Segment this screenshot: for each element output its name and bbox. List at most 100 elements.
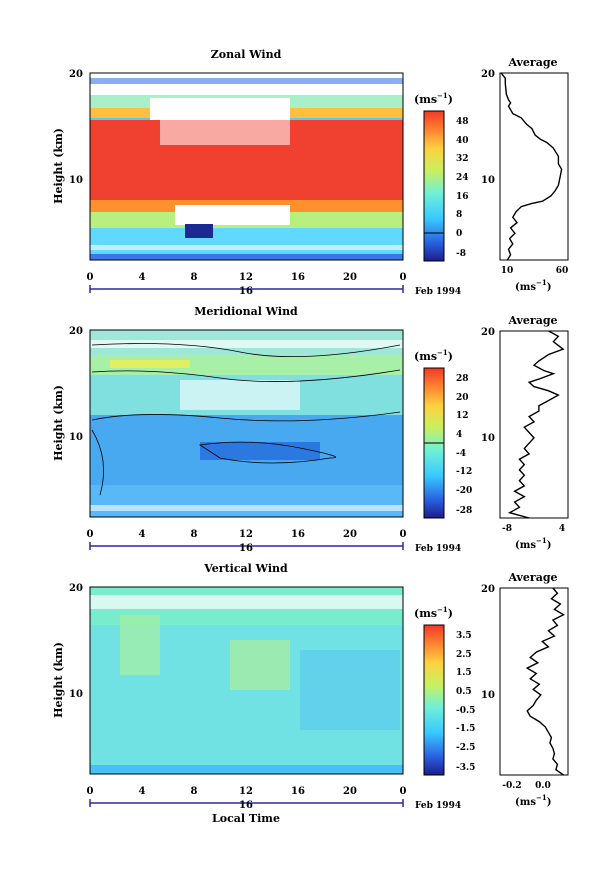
profile-x-tick: 60 <box>556 266 569 276</box>
colorbar-tick: 28 <box>456 374 469 384</box>
x-tick-labels: 0 4 8 12 16 20 0 <box>87 272 407 283</box>
colorbar-unit-exp: −1 <box>437 605 448 614</box>
colorbar-tick: 12 <box>456 411 469 421</box>
colorbar: (ms−1) 48 40 32 24 16 8 0 -8 <box>414 91 469 262</box>
x-tick-label: 12 <box>239 529 253 540</box>
colorbar-tick: -1.5 <box>456 724 475 734</box>
profile-title: Average <box>507 314 557 327</box>
x-tick-label: 0 <box>400 529 407 540</box>
profile-frame <box>499 587 569 776</box>
x-tick-label: 0 <box>87 786 94 797</box>
svg-text:(ms−1): (ms−1) <box>414 91 453 106</box>
panel-title: Zonal Wind <box>211 48 282 61</box>
colorbar-tick: -3.5 <box>456 763 475 773</box>
profile-xlabel-exp: −1 <box>536 278 547 287</box>
date-suffix: Feb 1994 <box>415 801 461 811</box>
y-tick-label: 10 <box>69 175 83 186</box>
x-tick-label: 20 <box>343 786 357 797</box>
y-axis-label: Height (km) <box>52 642 65 718</box>
colorbar-tick: 0 <box>456 229 462 239</box>
profile-x-tick: -0.2 <box>502 781 521 791</box>
panel-title: Meridional Wind <box>194 305 298 318</box>
colorbar-tick: 4 <box>456 430 462 440</box>
colorbar-tick: -2.5 <box>456 743 475 753</box>
y-tick-label: 20 <box>69 326 83 337</box>
date-bar: 16 Feb 1994 <box>89 542 461 554</box>
colorbar-tick: -4 <box>456 449 466 459</box>
date-bar: 16 Feb 1994 <box>89 799 461 811</box>
svg-text:(ms−1): (ms−1) <box>414 605 453 620</box>
profile-xlabel: (ms <box>515 540 536 551</box>
profile-y-tick: 10 <box>481 433 495 444</box>
panel-zonal-wind: Zonal Wind 20 10 Height (km) 0 4 8 12 <box>52 48 569 297</box>
profile-xlabel: (ms <box>515 797 536 808</box>
profile-x-tick: 0.0 <box>535 781 551 791</box>
colorbar-tick: 8 <box>456 210 462 220</box>
date-bar: 16 Feb 1994 <box>89 285 461 297</box>
colorbar-unit: (ms <box>414 350 437 363</box>
colorbar-tick: -28 <box>456 506 472 516</box>
colorbar-tick: 3.5 <box>456 631 472 641</box>
colorbar-tick: 40 <box>456 136 469 146</box>
colorbar: (ms−1) 28 20 12 4 -4 -12 -20 -28 <box>414 348 472 519</box>
panel-title: Vertical Wind <box>203 562 288 575</box>
x-tick-label: 20 <box>343 272 357 283</box>
x-tick-label: 4 <box>139 272 146 283</box>
x-tick-label: 0 <box>87 529 94 540</box>
x-tick-label: 0 <box>400 786 407 797</box>
contour-lines <box>91 343 401 496</box>
colorbar-tick: 24 <box>456 173 469 183</box>
profile-y-tick: 20 <box>481 327 495 338</box>
colorbar: (ms−1) 3.5 2.5 1.5 0.5 -0.5 -1.5 -2.5 -3… <box>414 605 475 776</box>
profile-title: Average <box>507 56 557 69</box>
profile-xlabel-exp: −1 <box>536 793 547 802</box>
x-tick-label: 4 <box>139 786 146 797</box>
date-label: 16 <box>239 800 253 811</box>
profile-xlabel-close: ) <box>547 797 552 808</box>
profile-title: Average <box>507 571 557 584</box>
average-profile-panel: Average 20 10 10 60 (ms−1) <box>481 56 569 293</box>
heatmap-field <box>90 73 403 260</box>
y-axis-label: Height (km) <box>52 128 65 204</box>
profile-frame <box>499 72 569 261</box>
date-suffix: Feb 1994 <box>415 544 461 554</box>
x-tick-label: 20 <box>343 529 357 540</box>
profile-xlabel-close: ) <box>547 540 552 551</box>
colorbar-unit: (ms <box>414 607 437 620</box>
x-tick-label: 16 <box>291 529 305 540</box>
plot-frame <box>89 329 404 518</box>
svg-text:(ms−1): (ms−1) <box>515 536 551 551</box>
y-tick-label: 20 <box>69 583 83 594</box>
profile-x-tick: -8 <box>502 524 512 534</box>
y-axis-label: Height (km) <box>52 385 65 461</box>
svg-text:(ms−1): (ms−1) <box>414 348 453 363</box>
plot-frame <box>89 586 404 775</box>
colorbar-tick: 2.5 <box>456 650 472 660</box>
colorbar-unit-exp: −1 <box>437 91 448 100</box>
profile-y-tick: 20 <box>481 69 495 80</box>
average-profile-line <box>500 72 563 261</box>
y-tick-label: 10 <box>69 432 83 443</box>
colorbar-unit-close: ) <box>448 607 453 620</box>
colorbar-unit-close: ) <box>448 350 453 363</box>
colorbar-tick: -8 <box>456 249 466 259</box>
colorbar-unit-exp: −1 <box>437 348 448 357</box>
date-label: 16 <box>239 543 253 554</box>
x-tick-label: 12 <box>239 272 253 283</box>
date-suffix: Feb 1994 <box>415 287 461 297</box>
profile-x-tick: 4 <box>559 524 565 534</box>
panel-vertical-wind: Vertical Wind 20 10 Height (km) 0 4 8 12… <box>52 562 569 825</box>
date-label: 16 <box>239 286 253 297</box>
x-axis-label: Local Time <box>212 812 280 825</box>
profile-frame <box>499 330 569 519</box>
colorbar-tick: -0.5 <box>456 706 475 716</box>
average-profile-panel: Average 20 10 -8 4 (ms−1) <box>481 314 569 551</box>
colorbar-unit-close: ) <box>448 93 453 106</box>
colorbar-tick: -12 <box>456 467 472 477</box>
heatmap-field <box>90 330 403 517</box>
colorbar-unit: (ms <box>414 93 437 106</box>
profile-xlabel-exp: −1 <box>536 536 547 545</box>
x-tick-labels: 0 4 8 12 16 20 0 <box>87 786 407 797</box>
profile-x-tick: 10 <box>501 266 514 276</box>
